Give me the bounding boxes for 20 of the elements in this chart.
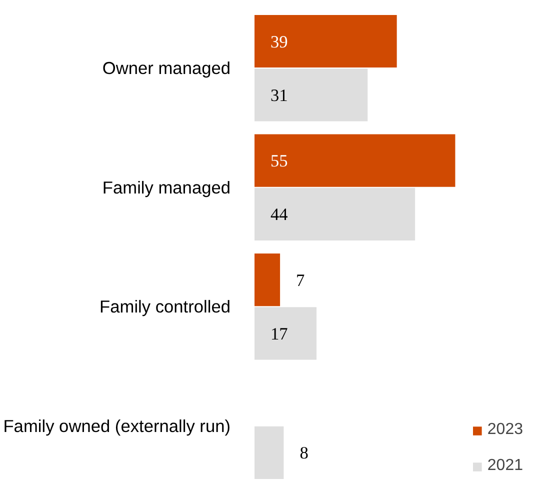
bar — [254, 307, 317, 360]
legend-label: 2021 — [487, 457, 523, 475]
data-label: 17 — [270, 324, 288, 344]
y-tick-label: Owner managed — [102, 58, 230, 78]
y-tick-label: Family controlled — [100, 296, 230, 317]
bar — [254, 14, 397, 68]
data-label: 8 — [300, 444, 308, 463]
bar — [254, 68, 368, 122]
bar — [254, 134, 456, 187]
y-tick-label: Family owned (externally run) — [3, 416, 231, 436]
bar — [254, 426, 284, 479]
data-label: 55 — [270, 152, 288, 171]
legend-label: 2023 — [487, 421, 523, 439]
bar — [254, 253, 280, 306]
data-label: 44 — [270, 205, 288, 224]
y-tick-label: Family managed — [102, 177, 231, 198]
bar — [254, 188, 416, 240]
data-label: 39 — [270, 32, 288, 52]
data-label: 7 — [296, 270, 306, 290]
data-label: 31 — [270, 86, 288, 105]
